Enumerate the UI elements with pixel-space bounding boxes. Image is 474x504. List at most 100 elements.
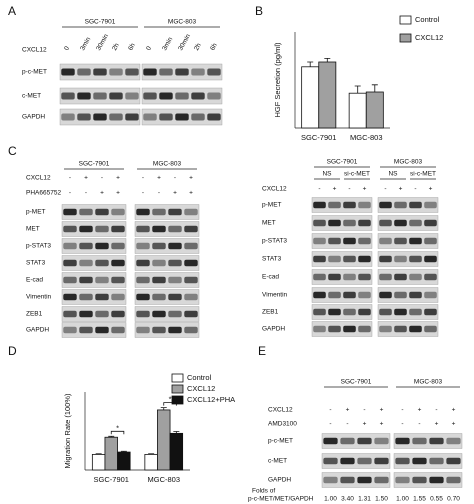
bar (157, 409, 171, 471)
blot-band (95, 276, 109, 284)
blot-band (93, 92, 107, 100)
legend-swatch (171, 373, 184, 383)
blot-band (143, 92, 157, 100)
blot-band (63, 242, 77, 250)
lane-label: - (363, 407, 365, 414)
blot-band (343, 255, 356, 263)
subgroup-label: NS (322, 171, 332, 178)
blot-band (394, 308, 407, 316)
group-label: SGC-7901 (85, 19, 116, 26)
blot-band (168, 326, 182, 334)
row-label: p-MET (26, 209, 46, 216)
panel-letter: B (255, 4, 263, 18)
lane-label: + (333, 186, 337, 193)
blot-band (358, 273, 371, 281)
blot-band (143, 113, 157, 121)
blot-band (358, 308, 371, 316)
lane-label: + (84, 175, 88, 182)
error-bar (120, 450, 127, 453)
lane-label: - (69, 175, 71, 182)
lane-label: 0 (63, 45, 71, 52)
blot-band (111, 242, 125, 250)
blot-strip (377, 321, 439, 337)
blot-strip (134, 221, 200, 237)
blot-band (395, 457, 410, 465)
blot-band (136, 276, 150, 284)
blot-band (168, 242, 182, 250)
row-label: c-MET (22, 93, 41, 100)
lane-label: + (100, 190, 104, 197)
x-tick-label: MGC-803 (147, 475, 180, 484)
blot-band (168, 293, 182, 301)
blot-strip (134, 322, 200, 338)
blot-band (125, 92, 139, 100)
blot-band (63, 208, 77, 216)
blot-band (95, 293, 109, 301)
blot-band (446, 476, 461, 484)
bar (318, 61, 337, 129)
blot-band (168, 225, 182, 233)
blot-band (429, 437, 444, 445)
bar (91, 453, 106, 471)
blot-band (357, 437, 372, 445)
blot-band (79, 293, 93, 301)
blot-band (63, 326, 77, 334)
fold-value: 1.31 (358, 496, 371, 503)
blot-band (152, 276, 166, 284)
blot-band (77, 113, 91, 121)
bar (104, 436, 118, 471)
blot-band (159, 92, 173, 100)
blot-band (168, 208, 182, 216)
row-label: GAPDH (262, 326, 285, 333)
blot-band (357, 476, 372, 484)
blot-band (136, 259, 150, 267)
blot-band (184, 326, 198, 334)
blot-strip (321, 453, 391, 469)
blot-band (394, 325, 407, 333)
blot-band (152, 208, 166, 216)
blot-band (412, 476, 427, 484)
blot-band (61, 92, 75, 100)
row-label: Vimentin (262, 292, 288, 299)
panel-letter: E (258, 344, 266, 358)
lane-label: 2h (111, 42, 121, 52)
blot-strip (393, 453, 463, 469)
x-tick-label: SGC-7901 (94, 475, 129, 484)
lane-label: + (380, 407, 384, 414)
error-bar (371, 84, 378, 92)
blot-band (152, 310, 166, 318)
fold-value: 0.70 (447, 496, 460, 503)
fold-value: 0.55 (430, 496, 443, 503)
blot-strip (377, 304, 439, 320)
row-label: MET (26, 226, 40, 233)
row-label: ZEB1 (26, 311, 43, 318)
blot-band (136, 208, 150, 216)
blot-strip (311, 269, 373, 285)
blot-band (313, 219, 326, 227)
row-label: c-MET (268, 458, 287, 465)
blot-band (409, 219, 422, 227)
blot-band (409, 325, 422, 333)
blot-strip (61, 238, 127, 254)
blot-band (328, 273, 341, 281)
legend-label: Control (415, 15, 440, 24)
lane-label: - (158, 190, 160, 197)
blot-band (79, 225, 93, 233)
lane-label: - (435, 407, 437, 414)
blot-band (446, 437, 461, 445)
blot-band (79, 326, 93, 334)
blot-band (79, 208, 93, 216)
blot-band (136, 225, 150, 233)
blot-band (424, 237, 437, 245)
group-label: MGC-803 (414, 379, 443, 386)
fold-value: 1.00 (324, 496, 337, 503)
blot-band (95, 310, 109, 318)
lane-label: 0 (145, 45, 153, 52)
blot-band (77, 92, 91, 100)
blot-strip (377, 287, 439, 303)
error-bar (324, 58, 331, 62)
row-label: STAT3 (26, 260, 46, 267)
blot-strip (311, 251, 373, 267)
row-label: E-cad (26, 277, 43, 284)
blot-band (394, 219, 407, 227)
